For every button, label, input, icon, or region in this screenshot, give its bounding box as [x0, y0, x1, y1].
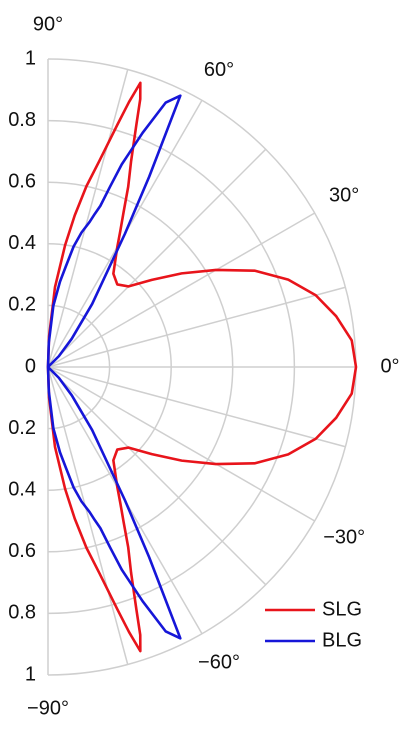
- theta-tick-label: −90°: [27, 697, 69, 719]
- legend-label: BLG: [322, 629, 362, 651]
- theta-tick-label: 30°: [329, 184, 359, 206]
- series-line: [46, 81, 358, 653]
- r-tick-label: 0.8: [8, 602, 36, 624]
- r-tick-label: 0.2: [8, 417, 36, 439]
- theta-tick-label: 60°: [204, 59, 234, 81]
- grid-spoke: [47, 148, 267, 368]
- grid-spoke: [47, 286, 346, 368]
- grid-spoke: [47, 69, 129, 368]
- r-tick-label: 0.6: [8, 170, 36, 192]
- theta-tick-label: 0°: [380, 355, 399, 377]
- theta-tick-label: −60°: [198, 651, 240, 673]
- r-tick-label: 0: [25, 355, 36, 377]
- grid-spoke: [47, 366, 346, 448]
- r-tick-label: 1: [25, 47, 36, 69]
- grid-spoke: [47, 366, 267, 586]
- r-tick-label: 1: [25, 663, 36, 685]
- theta-tick-label: −30°: [323, 526, 365, 548]
- grid-spoke: [47, 366, 316, 522]
- grid-spoke: [47, 212, 316, 368]
- r-tick-label: 0.2: [8, 294, 36, 316]
- r-tick-label: 0.4: [8, 478, 36, 500]
- theta-tick-label: 90°: [33, 13, 63, 35]
- r-tick-label: 0.6: [8, 540, 36, 562]
- r-tick-label: 0.4: [8, 232, 36, 254]
- series-line: [46, 94, 182, 640]
- r-tick-label: 0.8: [8, 109, 36, 131]
- legend-label: SLG: [322, 598, 362, 620]
- grid-spoke: [47, 366, 129, 665]
